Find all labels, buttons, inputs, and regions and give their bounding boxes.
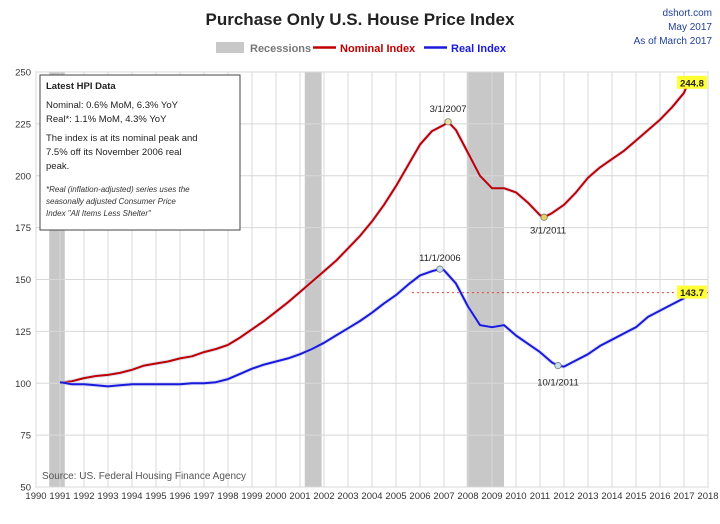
info-box-line4: 7.5% off its November 2006 real (46, 147, 182, 158)
x-tick-label-1992: 1992 (73, 491, 94, 502)
info-box-note2: seasonally adjusted Consumer Price (46, 197, 176, 206)
x-tick-label-1996: 1996 (169, 491, 190, 502)
legend: Recessions Nominal Index Real Index (216, 42, 507, 55)
info-box-line1: Nominal: 0.6% MoM, 6.3% YoY (46, 100, 179, 111)
legend-real-label: Real Index (451, 43, 507, 55)
x-tick-label-2013: 2013 (577, 491, 598, 502)
x-tick-label-2017: 2017 (673, 491, 694, 502)
x-tick-label-2014: 2014 (601, 491, 622, 502)
x-tick-label-2005: 2005 (385, 491, 406, 502)
x-tick-label-2015: 2015 (625, 491, 646, 502)
x-tick-label-2006: 2006 (409, 491, 430, 502)
info-box-frame (39, 74, 241, 231)
x-tick-label-1999: 1999 (241, 491, 262, 502)
x-tick-label-1993: 1993 (97, 491, 118, 502)
nominal-trough-marker (540, 213, 548, 221)
x-tick-label-1990: 1990 (25, 491, 46, 502)
x-tick-label-2004: 2004 (361, 491, 382, 502)
y-tick-label-75: 75 (20, 431, 31, 442)
x-axis-ticks: 1990 1991 1992 1993 1994 1995 1996 1997 1998 1999… (25, 491, 718, 502)
nominal-end-value: 244.8 (680, 78, 704, 89)
nominal-peak-marker (444, 118, 452, 126)
x-tick-label-2012: 2012 (553, 491, 574, 502)
x-tick-label-1998: 1998 (217, 491, 238, 502)
source-note: Source: US. Federal Housing Finance Agen… (42, 471, 246, 482)
nominal-series-line (59, 82, 690, 384)
y-axis-ticks: 50 75 100 125 150 175 200 225 250 (15, 68, 31, 494)
x-tick-label-2003: 2003 (337, 491, 358, 502)
x-tick-label-1997: 1997 (193, 491, 214, 502)
real-peak-marker (436, 265, 444, 273)
y-tick-label-100: 100 (15, 379, 31, 390)
x-tick-label-2011: 2011 (530, 491, 550, 502)
real-end-badge: 143.7 (677, 285, 707, 299)
x-tick-label-2007: 2007 (433, 491, 454, 502)
info-box-line5: peak. (46, 161, 69, 172)
real-end-badge-bg (677, 285, 707, 299)
legend-recession-swatch (216, 42, 244, 53)
x-tick-label-2010: 2010 (505, 491, 526, 502)
info-box-line2: Real*: 1.1% MoM, 4.3% YoY (46, 114, 167, 125)
legend-nominal-label: Nominal Index (340, 43, 416, 55)
source-site: dshort.com (663, 8, 712, 19)
chart-title: Purchase Only U.S. House Price Index (206, 10, 515, 29)
x-tick-label-1991: 1991 (49, 491, 70, 502)
real-series-line (59, 268, 689, 388)
real-trough-label: 10/1/2011 (537, 378, 579, 389)
info-box-heading: Latest HPI Data (46, 81, 116, 92)
y-tick-label-200: 200 (15, 171, 31, 182)
info-box: Latest HPI Data Nominal: 0.6% MoM, 6.3% … (39, 74, 241, 231)
x-tick-label-2002: 2002 (313, 491, 334, 502)
info-box-note3: Index "All Items Less Shelter" (46, 209, 152, 218)
x-tick-label-1995: 1995 (145, 491, 166, 502)
x-tick-label-2001: 2001 (289, 491, 310, 502)
x-tick-label-2008: 2008 (457, 491, 478, 502)
x-tick-label-2018: 2018 (697, 491, 718, 502)
x-tick-label-2009: 2009 (481, 491, 502, 502)
nominal-peak-label: 3/1/2007 (430, 104, 467, 115)
y-tick-label-150: 150 (15, 275, 31, 286)
real-trough-marker (554, 362, 562, 370)
y-tick-label-225: 225 (15, 119, 31, 130)
info-box-note1: *Real (inflation-adjusted) series uses t… (46, 185, 190, 194)
x-tick-label-2016: 2016 (649, 491, 670, 502)
annotation-markers (436, 118, 562, 370)
nominal-trough-label: 3/1/2011 (530, 225, 566, 236)
date-line: May 2017 (668, 22, 712, 33)
y-tick-label-175: 175 (15, 223, 31, 234)
real-end-value: 143.7 (680, 288, 704, 299)
x-tick-label-2000: 2000 (265, 491, 286, 502)
x-tick-label-1994: 1994 (121, 491, 142, 502)
nominal-end-badge: 244.8 (677, 75, 707, 89)
legend-recessions-label: Recessions (250, 43, 311, 55)
nominal-end-badge-bg (677, 75, 707, 89)
info-box-line3: The index is at its nominal peak and (46, 133, 198, 144)
y-tick-label-125: 125 (15, 327, 31, 338)
y-tick-label-50: 50 (20, 483, 31, 494)
as-of-line: As of March 2017 (634, 36, 713, 47)
series-lines (59, 82, 690, 389)
real-peak-label: 11/1/2006 (419, 253, 461, 264)
y-tick-label-250: 250 (15, 68, 31, 79)
